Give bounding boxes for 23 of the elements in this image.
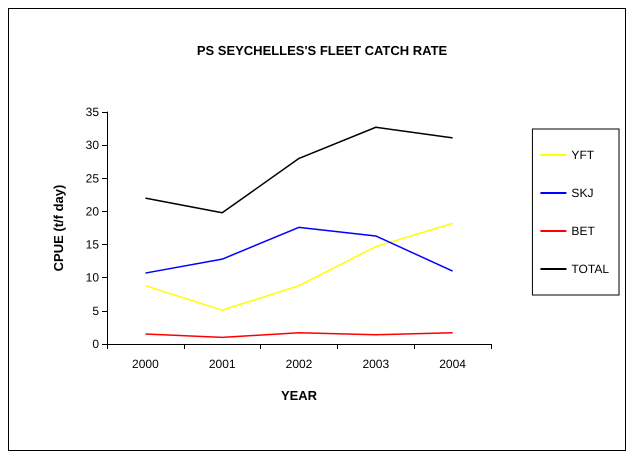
- y-tick-label: 0: [92, 337, 100, 351]
- legend-label: BET: [571, 224, 596, 238]
- y-tick-label: 10: [86, 270, 100, 285]
- legend-label: YFT: [571, 148, 595, 162]
- y-tick-label: 5: [92, 304, 100, 318]
- line-series: [144, 226, 454, 274]
- x-tick-label: 2003: [362, 357, 390, 371]
- x-tick-label: 2002: [286, 357, 313, 371]
- y-tick-label: 15: [86, 238, 100, 252]
- x-axis-title: YEAR: [280, 388, 318, 403]
- x-tick-label: 2004: [439, 357, 466, 371]
- x-tick-label: 2000: [132, 357, 160, 371]
- line-series: [144, 126, 454, 214]
- y-tick-label: 25: [86, 171, 100, 186]
- legend-label: TOTAL: [571, 262, 610, 276]
- x-tick-label: 2001: [208, 357, 236, 371]
- y-axis-title: CPUE (t/f day): [51, 184, 66, 272]
- chart-title: PS SEYCHELLES'S FLEET CATCH RATE: [196, 43, 448, 58]
- line-series: [144, 222, 454, 311]
- y-tick-label: 20: [86, 204, 100, 218]
- y-tick-label: 30: [86, 138, 100, 152]
- y-tick-label: 35: [86, 105, 100, 119]
- legend-label: SKJ: [571, 186, 594, 200]
